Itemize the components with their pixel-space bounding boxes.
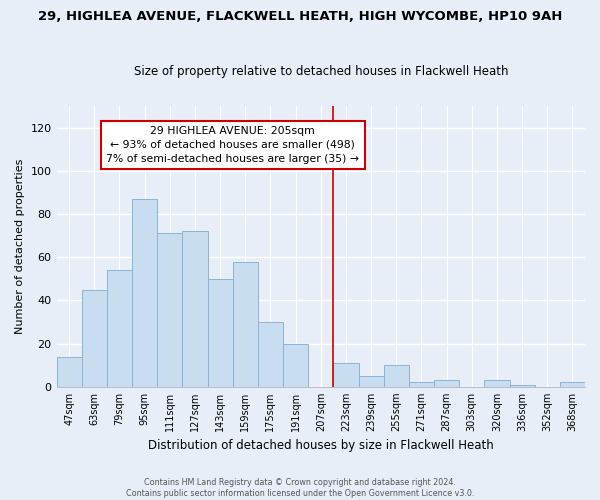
Bar: [56, 356, 82, 387]
Bar: [334, 363, 359, 387]
Bar: [82, 290, 107, 387]
Bar: [208, 279, 233, 387]
Bar: [182, 232, 208, 387]
Bar: [509, 384, 535, 387]
Bar: [132, 199, 157, 387]
Text: 29, HIGHLEA AVENUE, FLACKWELL HEATH, HIGH WYCOMBE, HP10 9AH: 29, HIGHLEA AVENUE, FLACKWELL HEATH, HIG…: [38, 10, 562, 23]
Bar: [409, 382, 434, 387]
Title: Size of property relative to detached houses in Flackwell Heath: Size of property relative to detached ho…: [134, 66, 508, 78]
Y-axis label: Number of detached properties: Number of detached properties: [15, 158, 25, 334]
Bar: [383, 365, 409, 387]
Bar: [107, 270, 132, 387]
Bar: [258, 322, 283, 387]
Bar: [283, 344, 308, 387]
Bar: [157, 234, 182, 387]
Bar: [359, 376, 383, 387]
Bar: [434, 380, 459, 387]
Bar: [484, 380, 509, 387]
X-axis label: Distribution of detached houses by size in Flackwell Heath: Distribution of detached houses by size …: [148, 440, 494, 452]
Text: 29 HIGHLEA AVENUE: 205sqm
← 93% of detached houses are smaller (498)
7% of semi-: 29 HIGHLEA AVENUE: 205sqm ← 93% of detac…: [106, 126, 359, 164]
Text: Contains HM Land Registry data © Crown copyright and database right 2024.
Contai: Contains HM Land Registry data © Crown c…: [126, 478, 474, 498]
Bar: [560, 382, 585, 387]
Bar: [233, 262, 258, 387]
